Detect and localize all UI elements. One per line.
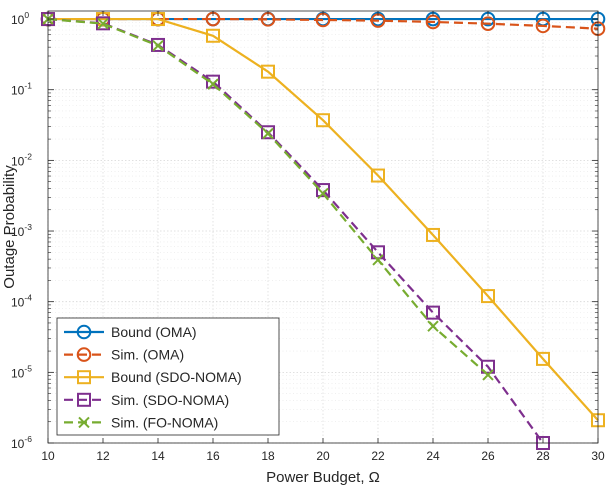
legend-entry-0: Bound (OMA) (64, 324, 197, 340)
data-point (151, 37, 165, 52)
y-axis-label: Outage Probability (1, 165, 18, 289)
legend-entry-2: Bound (SDO-NOMA) (64, 369, 242, 385)
x-tick-label: 10 (41, 449, 55, 463)
data-point (316, 113, 330, 128)
x-tick-label: 26 (481, 449, 495, 463)
data-point (480, 16, 496, 31)
x-tick-label: 12 (96, 449, 110, 463)
data-point (261, 125, 275, 140)
data-point (261, 64, 275, 79)
data-point (482, 369, 494, 381)
x-tick-label: 16 (206, 449, 220, 463)
data-point (427, 320, 439, 332)
data-point (426, 227, 440, 242)
legend-marker (77, 392, 91, 407)
data-point (262, 127, 274, 140)
legend-label: Sim. (FO-NOMA) (111, 414, 218, 430)
legend-marker (76, 347, 92, 362)
series-line (48, 17, 599, 421)
x-tick-label: 14 (151, 449, 165, 463)
x-tick-label: 30 (591, 449, 605, 463)
x-tick-label: 24 (426, 449, 440, 463)
data-point (317, 187, 329, 200)
data-point (371, 168, 385, 183)
grid-layer (47, 11, 599, 444)
tick-layer: 10 12 14 16 18 20 22 24 26 28 30 10-6 10-5 10-4 10-3 10… (11, 10, 605, 463)
data-point (481, 289, 495, 304)
legend-marker (76, 324, 92, 340)
legend-entry-3: Sim. (SDO-NOMA) (64, 392, 229, 408)
y-tick-label: 10-3 (11, 222, 32, 239)
y-tick-label: 100 (11, 10, 29, 27)
legend-entry-1: Sim. (OMA) (64, 347, 184, 363)
x-tick-label: 18 (261, 449, 275, 463)
x-tick-label: 22 (371, 449, 385, 463)
axis-labels: Power Budget, Ω Outage Probability (1, 165, 380, 486)
legend: Bound (OMA) Sim. (OMA) Bound (SDO-NOMA) Sim… (56, 317, 280, 436)
data-point (207, 78, 219, 90)
x-axis-label: Power Budget, Ω (266, 469, 380, 486)
data-point (206, 28, 220, 43)
y-tick-label: 10-2 (11, 151, 32, 168)
legend-marker (77, 370, 91, 385)
y-tick-label: 10-5 (11, 363, 32, 380)
data-point (426, 305, 440, 320)
data-point (481, 359, 495, 374)
y-tick-label: 10-6 (11, 434, 32, 451)
legend-label: Sim. (SDO-NOMA) (111, 392, 229, 408)
legend-label: Bound (OMA) (111, 324, 197, 340)
data-point (536, 351, 550, 366)
x-tick-label: 20 (316, 449, 330, 463)
y-tick-label: 10-1 (11, 81, 32, 98)
y-tick-label: 10-4 (11, 293, 32, 310)
data-point (372, 254, 384, 266)
data-point (535, 18, 551, 34)
data-point (316, 183, 330, 198)
series-4 (42, 13, 494, 381)
legend-marker (78, 416, 90, 429)
data-point (152, 39, 164, 52)
data-point (97, 17, 109, 30)
x-tick-label: 28 (536, 449, 550, 463)
series-1 (40, 11, 606, 37)
legend-entry-4: Sim. (FO-NOMA) (64, 414, 218, 430)
legend-label: Sim. (OMA) (111, 347, 184, 363)
data-point (206, 74, 220, 89)
legend-label: Bound (SDO-NOMA) (111, 369, 242, 385)
